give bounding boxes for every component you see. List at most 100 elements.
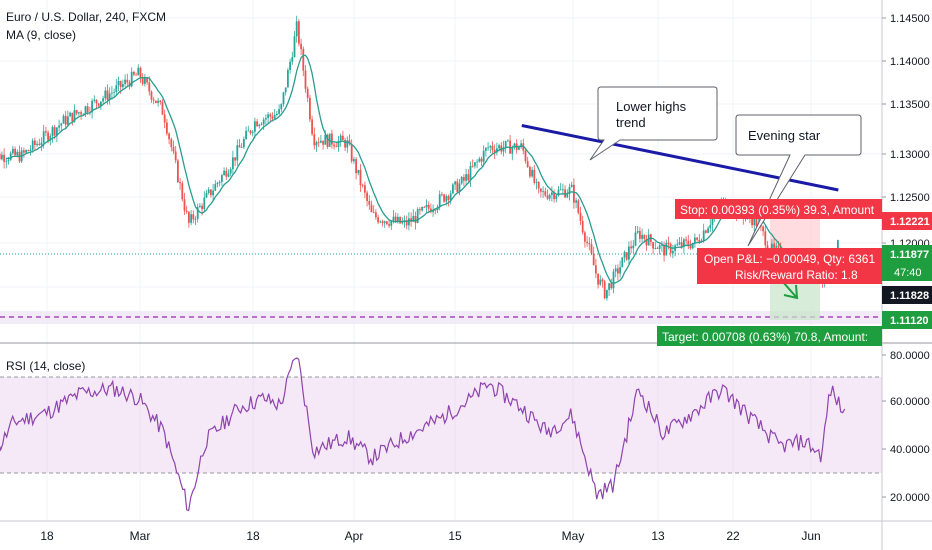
callout-star-text: Evening star xyxy=(748,128,821,143)
candle-body xyxy=(60,123,63,126)
candle-body xyxy=(25,150,27,153)
callout-trend-line2: trend xyxy=(616,115,646,130)
ma-legend[interactable]: MA (9, close) xyxy=(6,28,76,42)
candle-body xyxy=(163,114,166,123)
candle-body xyxy=(625,252,628,260)
candle-body xyxy=(388,224,390,226)
candle-body xyxy=(550,192,553,195)
stop-label[interactable]: Stop: 0.00393 (0.35%) 39.3, Amount xyxy=(675,199,882,219)
candle-body xyxy=(300,43,302,50)
candle-body xyxy=(612,271,615,289)
candle-body xyxy=(170,139,173,148)
time-axis[interactable]: 18 Mar 18 Apr 15 May 13 22 Jun xyxy=(40,529,820,543)
callout-lower-highs[interactable]: Lower highs trend xyxy=(589,86,718,161)
candle-body xyxy=(31,140,34,150)
candle-body xyxy=(449,193,452,200)
candle-body xyxy=(363,185,366,193)
candle-body xyxy=(355,159,357,174)
candle-body xyxy=(636,230,639,233)
candle-body xyxy=(445,196,448,202)
candle-body xyxy=(227,173,230,177)
candle-body xyxy=(44,131,47,133)
candle-body xyxy=(62,115,65,124)
candle-body xyxy=(223,170,225,176)
candle-body xyxy=(487,147,489,149)
candle-body xyxy=(104,90,107,99)
candle-body xyxy=(482,150,485,162)
target-label[interactable]: Target: 0.00708 (0.63%) 70.8, Amount: xyxy=(657,326,882,346)
candle-body xyxy=(425,204,428,208)
price-axis[interactable]: 1.14500 1.14000 1.13500 1.13000 1.12500 … xyxy=(882,13,930,250)
candle-body xyxy=(115,85,118,92)
candle-body xyxy=(236,145,239,161)
time-tick: Apr xyxy=(345,529,364,543)
candle-body xyxy=(641,234,643,239)
candle-body xyxy=(229,169,232,174)
candle-body xyxy=(273,115,276,119)
candle-body xyxy=(203,197,206,210)
current-price-badge: 1.11877 47:40 xyxy=(882,245,932,281)
candle-body xyxy=(575,200,577,203)
candle-body xyxy=(777,246,780,247)
candle-body xyxy=(401,221,404,224)
candle-body xyxy=(374,212,377,218)
candle-body xyxy=(704,230,707,233)
symbol-title[interactable]: Euro / U.S. Dollar, 240, FXCM xyxy=(6,10,166,24)
target-label-text: Target: 0.00708 (0.63%) 70.8, Amount: xyxy=(662,330,868,344)
candle-body xyxy=(275,113,278,116)
candle-body xyxy=(214,183,217,191)
candle-body xyxy=(484,147,487,151)
candle-body xyxy=(132,71,135,75)
rsi-band-fill xyxy=(0,377,882,473)
candle-body xyxy=(366,192,368,201)
pnl-line1-text: Open P&L: −0.00049, Qty: 6361 xyxy=(704,252,875,266)
rsi-legend[interactable]: RSI (14, close) xyxy=(6,359,85,373)
candle-body xyxy=(605,289,608,299)
candle-body xyxy=(660,244,663,246)
candle-body xyxy=(113,91,115,93)
candle-body xyxy=(533,169,536,183)
candle-body xyxy=(225,170,228,177)
candle-body xyxy=(559,189,562,191)
candle-body xyxy=(205,192,208,198)
candle-body xyxy=(377,217,379,223)
pnl-label[interactable]: Open P&L: −0.00049, Qty: 6361 Risk/Rewar… xyxy=(697,248,882,284)
bar-countdown-text: 47:40 xyxy=(894,267,922,279)
candle-body xyxy=(128,82,131,87)
candle-body xyxy=(623,252,626,258)
candle-body xyxy=(418,209,421,211)
candle-body xyxy=(513,143,516,148)
candle-body xyxy=(654,248,657,249)
rsi-tick: 20.0000 xyxy=(890,492,930,504)
candle-body xyxy=(108,93,111,101)
time-tick: 18 xyxy=(40,529,54,543)
candle-body xyxy=(3,154,5,162)
candle-body xyxy=(139,67,142,79)
candle-body xyxy=(506,140,509,142)
candle-body xyxy=(539,188,542,192)
candle-body xyxy=(691,242,694,249)
candle-body xyxy=(357,169,360,174)
candle-body xyxy=(324,134,327,145)
candle-body xyxy=(194,218,197,220)
candle-body xyxy=(91,100,93,113)
candle-body xyxy=(150,91,153,100)
candle-body xyxy=(141,78,144,84)
candle-body xyxy=(509,140,511,154)
rsi-axis[interactable]: 80.0000 60.0000 40.0000 20.0000 xyxy=(882,350,930,504)
candle-body xyxy=(9,153,12,160)
candle-body xyxy=(29,149,32,152)
candle-body xyxy=(634,232,637,246)
candle-body xyxy=(143,77,146,84)
candle-body xyxy=(656,248,659,249)
candle-body xyxy=(247,130,250,132)
candle-body xyxy=(368,200,371,205)
candle-body xyxy=(511,147,514,154)
candle-body xyxy=(75,110,78,114)
candle-body xyxy=(157,100,159,103)
candle-body xyxy=(383,221,386,224)
candle-body xyxy=(176,160,179,183)
candle-body xyxy=(770,243,773,251)
candle-body xyxy=(196,207,199,219)
